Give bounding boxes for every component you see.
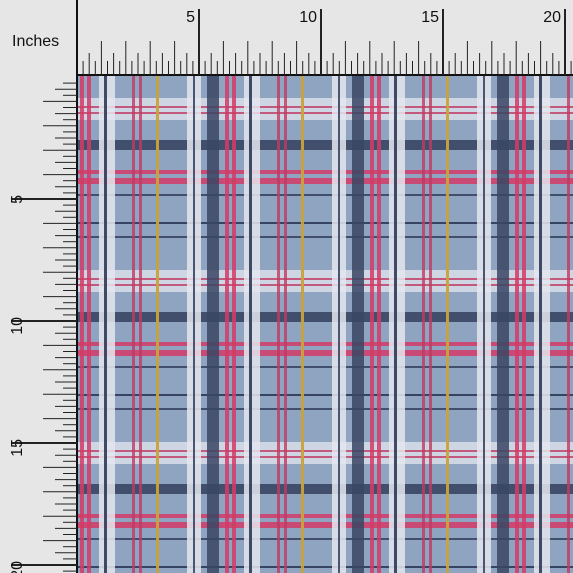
left-ruler-label: 10 bbox=[9, 317, 26, 335]
top-ruler-label: 10 bbox=[299, 9, 317, 26]
left-ruler-label: 15 bbox=[9, 439, 26, 457]
fabric bbox=[77, 76, 573, 573]
unit-label: Inches bbox=[12, 33, 59, 50]
top-ruler-label: 5 bbox=[186, 9, 195, 26]
top-ruler-label: 15 bbox=[421, 9, 439, 26]
top-ruler-label: 20 bbox=[543, 9, 561, 26]
left-ruler-label: 20 bbox=[9, 561, 26, 573]
left-ruler-label: 5 bbox=[9, 195, 26, 204]
